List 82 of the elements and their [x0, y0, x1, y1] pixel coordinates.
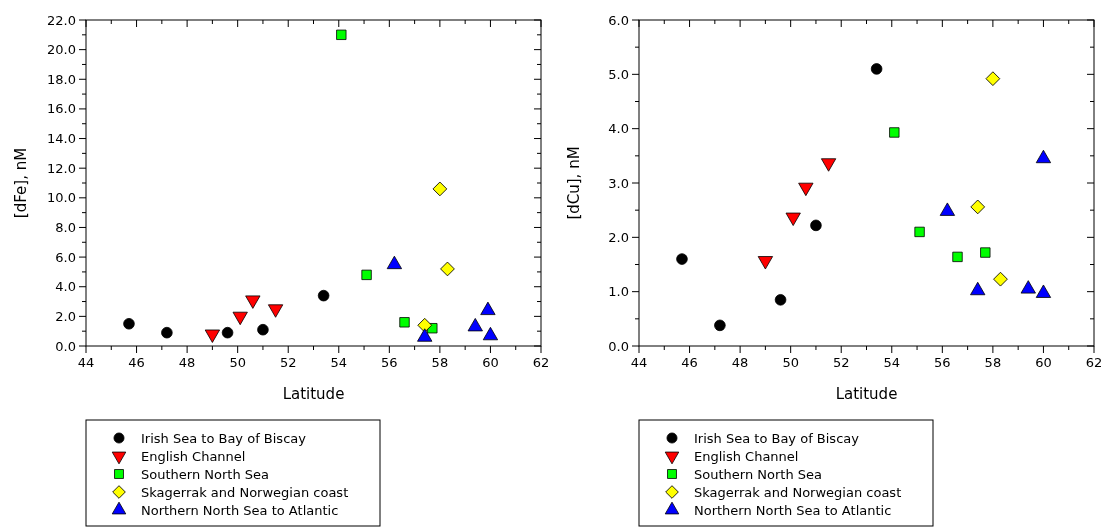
point — [952, 251, 963, 263]
y-tick-label: 2.0 — [55, 308, 76, 324]
y-axis-title: [dCu], nM — [565, 146, 583, 220]
point — [714, 319, 726, 332]
x-tick-label: 58 — [431, 355, 449, 370]
legend-label: English Channel — [141, 449, 246, 464]
point — [914, 226, 925, 238]
x-axis-title: Latitude — [282, 385, 345, 403]
x-tick-label: 46 — [128, 355, 145, 370]
y-tick-label: 6.0 — [55, 249, 76, 265]
point — [774, 294, 787, 306]
point — [432, 181, 448, 197]
x-tick-label: 62 — [1085, 355, 1103, 370]
x-tick-label: 56 — [934, 355, 951, 370]
x-tick-label: 54 — [330, 355, 348, 370]
point — [1020, 280, 1036, 294]
x-tick-label: 58 — [984, 355, 1002, 370]
point — [317, 289, 330, 302]
x-tick-label: 60 — [1035, 355, 1052, 370]
point — [889, 127, 900, 138]
point — [161, 326, 173, 339]
y-tick-label: 3.0 — [608, 175, 629, 191]
x-tick-label: 44 — [77, 355, 95, 370]
point — [993, 271, 1008, 287]
x-tick-label: 56 — [381, 355, 398, 370]
legend-label: Southern North Sea — [141, 467, 269, 482]
x-tick-label: 52 — [279, 355, 297, 370]
point — [810, 219, 822, 232]
y-tick-label: 22.0 — [47, 12, 76, 28]
y-tick-label: 2.0 — [608, 229, 629, 245]
y-tick-label: 4.0 — [55, 279, 76, 295]
point — [676, 253, 688, 265]
y-tick-label: 16.0 — [47, 101, 76, 117]
point — [204, 329, 220, 343]
legend-label: Northern North Sea to Atlantic — [141, 503, 339, 518]
x-tick-label: 62 — [532, 355, 550, 370]
y-tick-label: 18.0 — [47, 71, 76, 87]
legend-label: Irish Sea to Bay of Biscay — [694, 431, 860, 446]
y-tick-label: 0.0 — [55, 338, 76, 354]
y-tick-label: 20.0 — [47, 42, 76, 58]
x-axis-title: Latitude — [835, 385, 898, 403]
x-tick-label: 48 — [178, 355, 196, 370]
point — [361, 269, 372, 281]
y-axis-title: [dFe], nM — [12, 147, 30, 219]
y-tick-label: 8.0 — [55, 219, 76, 235]
point — [870, 63, 883, 75]
y-tick-label: 12.0 — [47, 160, 76, 176]
x-tick-label: 50 — [229, 355, 246, 370]
x-tick-label: 54 — [883, 355, 901, 370]
x-tick-label: 46 — [681, 355, 698, 370]
legend-label: Northern North Sea to Atlantic — [694, 503, 892, 518]
x-tick-label: 52 — [832, 355, 850, 370]
y-tick-label: 10.0 — [47, 190, 76, 206]
point — [980, 247, 991, 258]
point — [336, 29, 347, 40]
legend-label: Irish Sea to Bay of Biscay — [141, 431, 307, 446]
y-tick-label: 1.0 — [608, 284, 629, 300]
point — [257, 323, 269, 336]
x-tick-label: 60 — [482, 355, 499, 370]
point — [386, 255, 402, 270]
point — [245, 295, 261, 309]
point — [785, 212, 801, 226]
y-tick-label: 6.0 — [608, 12, 629, 28]
y-tick-label: 14.0 — [47, 131, 76, 147]
y-tick-label: 0.0 — [608, 338, 629, 354]
y-tick-label: 4.0 — [608, 121, 629, 137]
x-tick-label: 50 — [782, 355, 799, 370]
point — [440, 261, 455, 277]
legend-label: Southern North Sea — [694, 467, 822, 482]
legend-label: English Channel — [694, 449, 799, 464]
point — [970, 199, 986, 215]
point — [985, 71, 1001, 86]
point — [123, 318, 135, 330]
point — [417, 317, 433, 333]
point — [399, 317, 410, 328]
point — [221, 326, 234, 339]
y-tick-label: 5.0 — [608, 66, 629, 82]
x-tick-label: 48 — [731, 355, 749, 370]
legend-label: Skagerrak and Norwegian coast — [694, 485, 902, 500]
x-tick-label: 44 — [630, 355, 648, 370]
point — [467, 318, 483, 332]
legend-label: Skagerrak and Norwegian coast — [141, 485, 349, 500]
